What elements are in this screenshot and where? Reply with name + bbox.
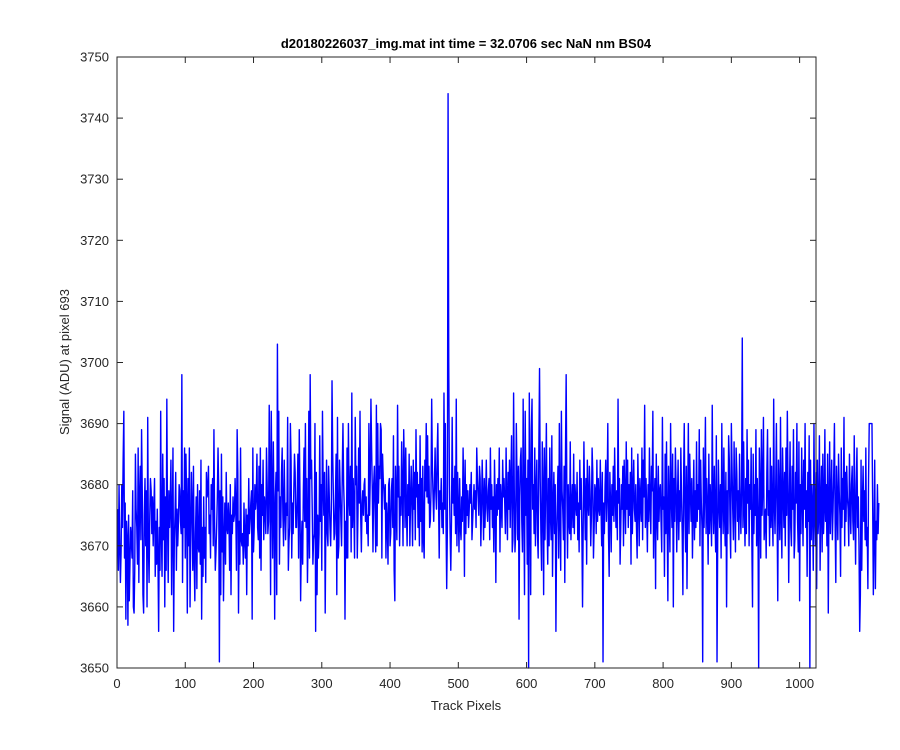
- ticks-layer: 0 100 200 300 400 500 600 700 800 900 1000 3650 3660…: [80, 50, 816, 691]
- series-line-0: [116, 92, 880, 669]
- y-axis-label: Signal (ADU) at pixel 693: [57, 289, 72, 435]
- y-tick-label: 3700: [80, 355, 109, 370]
- x-tick-label: 0: [113, 676, 120, 691]
- y-tick-label: 3660: [80, 599, 109, 614]
- y-tick-label: 3730: [80, 172, 109, 187]
- y-tick-label: 3750: [80, 50, 109, 65]
- x-tick-label: 900: [721, 676, 743, 691]
- y-tick-label: 3650: [80, 661, 109, 676]
- y-tick-label: 3670: [80, 538, 109, 553]
- x-tick-label: 200: [243, 676, 265, 691]
- x-tick-label: 400: [379, 676, 401, 691]
- y-tick-label: 3680: [80, 477, 109, 492]
- x-tick-label: 600: [516, 676, 538, 691]
- series-layer: [116, 92, 880, 669]
- plot-frame: [116, 56, 817, 669]
- x-axis-label: Track Pixels: [431, 698, 502, 713]
- y-tick-label: 3710: [80, 294, 109, 309]
- y-tick-label: 3690: [80, 416, 109, 431]
- plot-area: [117, 57, 816, 668]
- x-tick-label: 800: [652, 676, 674, 691]
- y-tick-label: 3740: [80, 111, 109, 126]
- y-tick-label: 3720: [80, 233, 109, 248]
- x-tick-label: 1000: [785, 676, 814, 691]
- x-tick-label: 700: [584, 676, 606, 691]
- chart-title: d20180226037_img.mat int time = 32.0706 …: [281, 36, 652, 51]
- x-tick-label: 500: [447, 676, 469, 691]
- x-tick-label: 300: [311, 676, 333, 691]
- x-tick-label: 100: [174, 676, 196, 691]
